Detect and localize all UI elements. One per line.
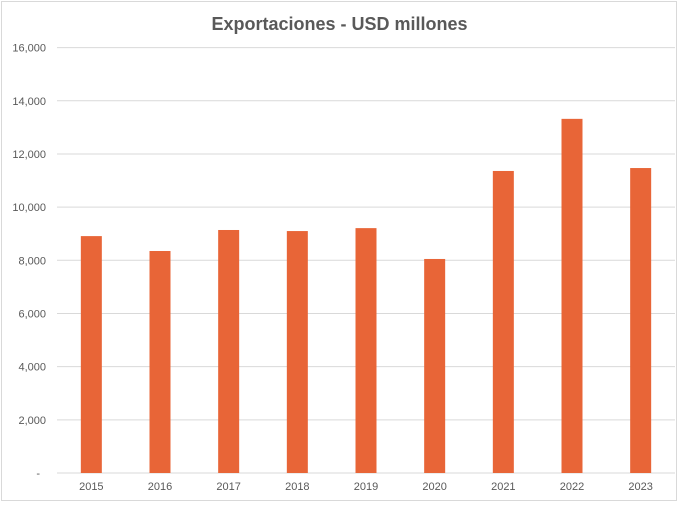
chart-title: Exportaciones - USD millones: [211, 14, 468, 34]
y-tick-label: 6,000: [18, 308, 46, 320]
bar-2017: [218, 229, 240, 473]
x-tick-label: 2022: [560, 481, 584, 493]
y-tick-label: 8,000: [18, 255, 46, 267]
y-tick-label: 2,000: [18, 415, 46, 427]
y-tick-label: 16,000: [12, 43, 46, 55]
bar-2015: [80, 236, 102, 473]
x-tick-label: 2019: [354, 481, 378, 493]
x-tick-label: 2023: [628, 481, 652, 493]
y-tick-label: 12,000: [12, 149, 46, 161]
bar-2018: [286, 231, 308, 473]
x-tick-label: 2018: [285, 481, 309, 493]
y-tick-label: 4,000: [18, 362, 46, 374]
y-tick-label: 10,000: [12, 202, 46, 214]
bar-2020: [424, 258, 446, 473]
bar-2022: [561, 118, 583, 474]
y-tick-label: -: [36, 468, 40, 480]
y-tick-label: 14,000: [12, 96, 46, 108]
x-tick-label: 2020: [422, 481, 446, 493]
x-tick-label: 2016: [148, 481, 172, 493]
bar-2021: [492, 170, 514, 473]
x-tick-label: 2017: [216, 481, 240, 493]
bar-2016: [149, 250, 171, 473]
x-tick-label: 2015: [79, 481, 103, 493]
bar-2023: [630, 168, 652, 473]
x-tick-label: 2021: [491, 481, 515, 493]
bar-2019: [355, 228, 377, 473]
